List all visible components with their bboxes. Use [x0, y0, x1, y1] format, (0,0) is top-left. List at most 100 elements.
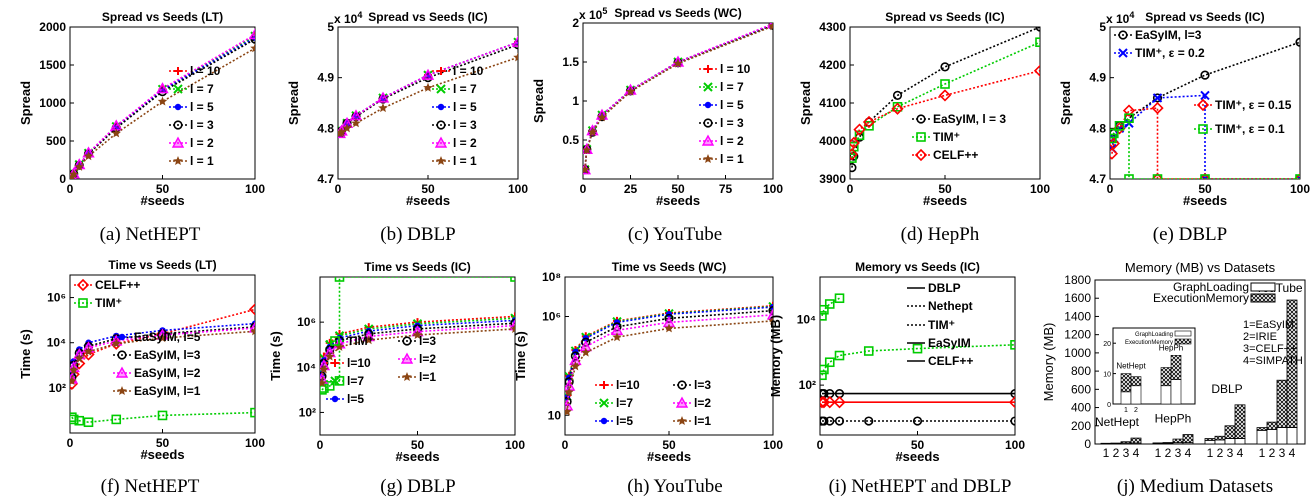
inset-legend-entry: ExecutionMemory — [1125, 340, 1173, 346]
data-point — [74, 161, 84, 171]
x-tick-label: 50 — [421, 182, 435, 196]
series-line — [71, 35, 255, 178]
data-point — [412, 330, 423, 339]
data-point — [1124, 113, 1134, 123]
series-group — [70, 28, 255, 179]
data-point — [510, 323, 515, 333]
x-tick-label: 100 — [1290, 182, 1310, 196]
legend-marker — [173, 84, 183, 94]
legend-marker — [916, 132, 926, 142]
legend-entry: CELF++ — [933, 148, 978, 162]
y-tick-label: 1400 — [1064, 309, 1091, 323]
data-point — [338, 127, 347, 137]
series-line — [851, 27, 1040, 168]
x-axis-label: #seeds — [406, 193, 450, 208]
legend-marker — [436, 156, 446, 165]
x-tick-label: 0 — [817, 438, 824, 452]
data-point — [768, 23, 773, 31]
y-tick-label: 4.8 — [317, 121, 334, 135]
series-line — [71, 47, 255, 178]
x-axis-label: #seeds — [647, 449, 691, 464]
inset-x-tick-label: 1 — [1124, 407, 1128, 414]
bar-execution-memory — [1120, 441, 1132, 444]
series-group — [565, 301, 773, 416]
series-group — [850, 27, 1040, 173]
data-point — [850, 136, 860, 150]
data-point — [83, 417, 94, 428]
data-point — [1151, 101, 1164, 115]
bar-execution-memory — [1224, 425, 1236, 439]
x-tick-label: 0 — [847, 182, 854, 196]
chart-title: Spread vs Seeds (IC) — [368, 10, 487, 24]
legend-entry: l = 7 — [720, 80, 744, 94]
data-point — [1200, 90, 1210, 101]
exponent-label: x 105 — [579, 6, 607, 22]
chart-title: Spread vs Seeds (WC) — [614, 6, 741, 20]
y-axis-label: Spread — [798, 81, 813, 125]
bar-label: 1 — [1207, 446, 1214, 460]
y-tick-label: 2000 — [39, 20, 66, 34]
chart-title: Spread vs Seeds (IC) — [885, 10, 1004, 24]
data-point — [820, 311, 827, 321]
data-point — [625, 86, 636, 96]
y-tick-label: 0 — [59, 172, 66, 186]
legend-entry: l = 1 — [453, 154, 477, 168]
caption-a: (a) NetHEPT — [100, 224, 201, 245]
data-point — [513, 52, 518, 62]
caption-g: (g) DBLP — [380, 476, 455, 497]
data-point — [1152, 93, 1163, 103]
bar-execution-memory — [1234, 404, 1246, 439]
legend-marker — [436, 120, 446, 130]
bar-execution-memory — [1214, 435, 1226, 441]
data-point — [862, 115, 876, 129]
legend-entry: l = 5 — [190, 100, 214, 114]
chart-title: Spread vs Seeds (LT) — [102, 10, 223, 24]
legend-entry: l = 2 — [190, 136, 214, 150]
y-tick-label: 500 — [46, 134, 66, 148]
data-point — [342, 123, 352, 133]
data-point — [74, 353, 84, 363]
legend-entry: TIM⁺ — [347, 334, 374, 348]
inset-legend-entry: GraphLoading — [1135, 332, 1173, 338]
data-point — [940, 62, 950, 72]
caption-f: (f) NetHEPT — [101, 476, 200, 497]
y-tick-label: 10⁶ — [542, 310, 561, 324]
data-point — [70, 414, 79, 425]
legend-marker — [400, 352, 414, 364]
y-tick-label: 2 — [572, 16, 579, 30]
y-tick-label: 1 — [572, 94, 579, 108]
y-tick-label: 5 — [327, 20, 334, 34]
bar-label: 2 — [1217, 446, 1224, 460]
legend-entry: l = 5 — [720, 98, 744, 112]
data-point — [1035, 27, 1040, 32]
legend-marker — [330, 376, 340, 386]
x-tick-label: 100 — [508, 182, 528, 196]
chart-title: Memory (MB) vs Datasets — [1125, 260, 1276, 275]
data-point — [111, 414, 122, 425]
chart-title: Memory vs Seeds (IC) — [855, 260, 980, 274]
data-point — [83, 151, 94, 161]
legend-entry: EaSyIM, l=5 — [134, 330, 201, 344]
x-tick-label: 0 — [562, 438, 569, 452]
caption-c: (c) YouTube — [628, 224, 722, 245]
bar-execution-memory — [1130, 437, 1142, 444]
series-line — [1111, 107, 1300, 179]
inset-legend-swatch — [1174, 330, 1192, 337]
bar-label: 3 — [1123, 446, 1130, 460]
bar-execution-memory — [1172, 438, 1184, 444]
y-tick-label: 1200 — [1064, 328, 1091, 342]
legend-entry: EaSyIM, l=3 — [134, 348, 201, 362]
plot-frame — [1094, 279, 1306, 445]
data-point — [111, 128, 121, 138]
caption-j: (j) Medium Datasets — [1117, 476, 1273, 497]
legend-entry: l = 10 — [453, 64, 484, 78]
bar-graph-loading — [1276, 427, 1288, 445]
bar-execution-memory — [1204, 438, 1216, 441]
y-tick-label: 200 — [1071, 419, 1091, 433]
series-line — [71, 38, 255, 178]
y-tick-label: 4.9 — [317, 71, 334, 85]
series-line — [71, 35, 255, 178]
bar-graph-loading — [1234, 438, 1246, 445]
legend-entry: l=2 — [694, 396, 711, 410]
data-point — [1200, 174, 1210, 179]
